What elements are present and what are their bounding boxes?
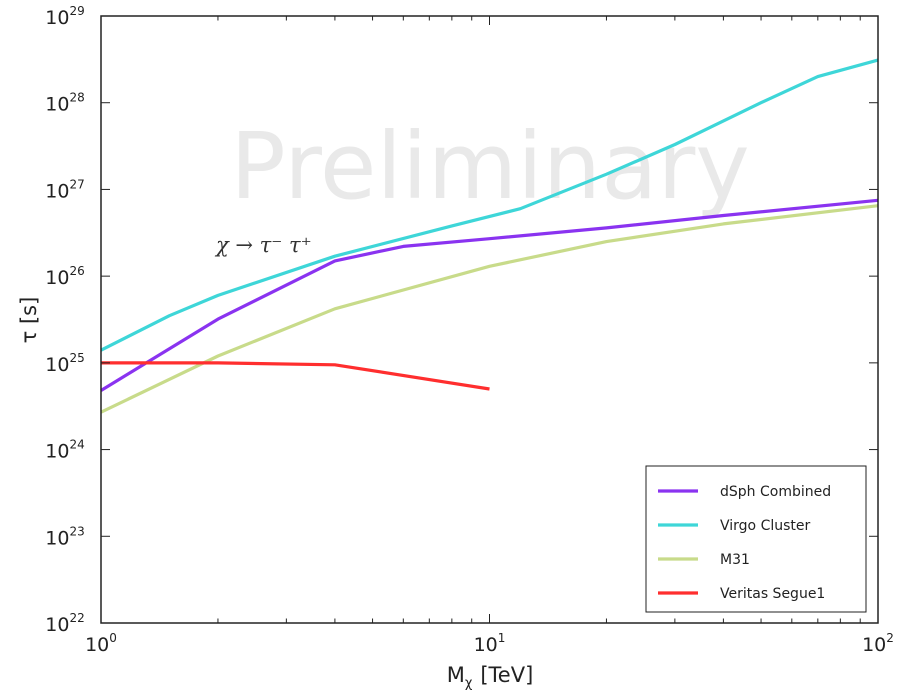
x-tick-label: 102 <box>862 631 894 656</box>
series-line-dsph-combined <box>100 198 879 392</box>
legend-label: M31 <box>720 552 750 568</box>
y-tick-label: 1026 <box>45 264 84 289</box>
watermark-text: Preliminary <box>230 113 750 220</box>
series-line-veritas-segue1 <box>101 361 490 391</box>
y-tick-label: 1024 <box>45 438 84 463</box>
y-axis-label: τ [s] <box>17 297 41 344</box>
legend-label: Veritas Segue1 <box>720 586 825 602</box>
y-tick-label: 1023 <box>45 524 84 549</box>
decay-channel-annotation: χ → τ⁻ τ⁺ <box>214 233 312 257</box>
series-line-m31 <box>100 204 879 414</box>
legend-label: Virgo Cluster <box>720 518 811 534</box>
x-tick-label: 101 <box>474 631 506 656</box>
y-tick-label: 1029 <box>45 4 84 29</box>
ticks-layer: 100 101 102 1022 1023 1024 1025 1026 1027 1028 102… <box>45 4 894 656</box>
y-tick-label: 1028 <box>45 91 84 116</box>
series-layer <box>100 58 879 414</box>
series-line-virgo-cluster <box>100 58 879 352</box>
y-tick-label: 1025 <box>45 351 84 376</box>
y-tick-label: 1022 <box>45 611 84 636</box>
legend: dSph Combined Virgo Cluster M31 Veritas Seg… <box>645 465 867 613</box>
y-tick-label: 1027 <box>45 177 84 202</box>
x-tick-label: 100 <box>85 631 117 656</box>
legend-label: dSph Combined <box>720 484 831 500</box>
x-axis-label: Mχ [TeV] <box>447 663 534 691</box>
